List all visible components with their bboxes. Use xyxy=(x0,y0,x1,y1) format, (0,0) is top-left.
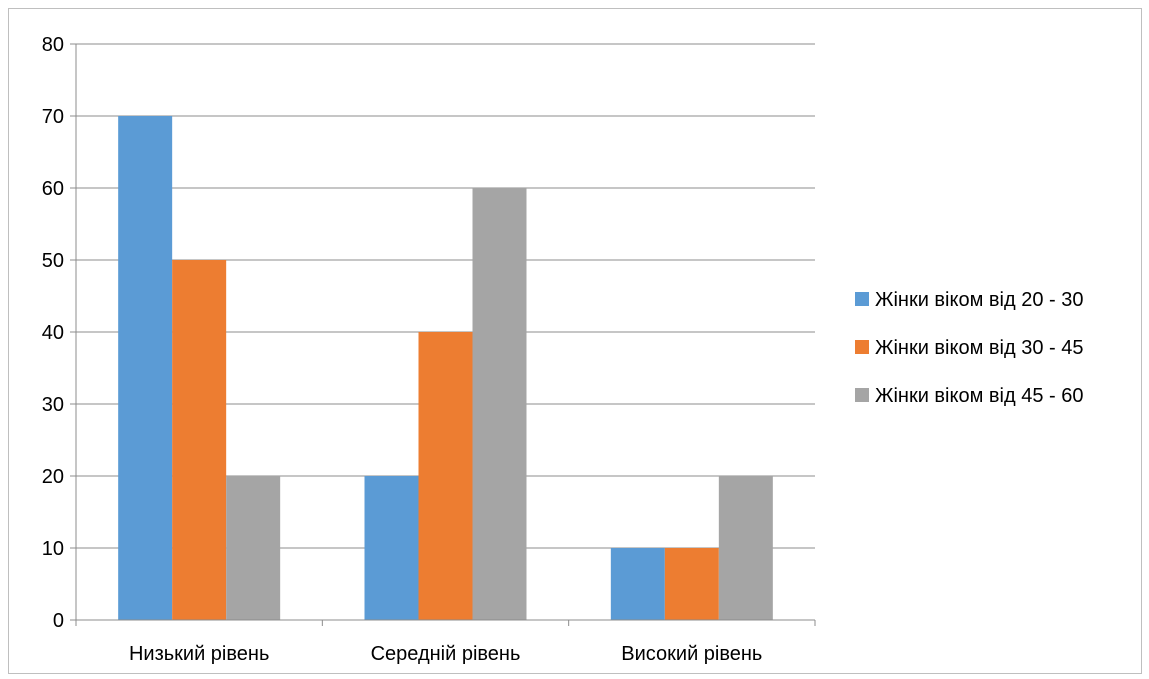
y-tick-label: 30 xyxy=(42,394,64,416)
y-axis-tick-labels: 0 10 20 30 40 50 60 70 80 xyxy=(42,34,64,632)
y-tick-label: 60 xyxy=(42,178,64,200)
bar-2-1 xyxy=(172,260,227,620)
y-tick-label: 20 xyxy=(42,466,64,488)
legend-swatch xyxy=(855,340,869,354)
y-tick-label: 50 xyxy=(42,250,64,272)
x-axis-category-labels: Низький рівень Середній рівень Високий рів… xyxy=(129,643,762,665)
x-category-label: Високий рівень xyxy=(621,643,762,665)
chart-frame: 0 10 20 30 40 50 60 70 80 Низький рівень Середній… xyxy=(8,8,1142,674)
y-tick-label: 40 xyxy=(42,322,64,344)
y-tick-label: 80 xyxy=(42,34,64,56)
bar-2-2 xyxy=(418,332,473,620)
bar-3-1 xyxy=(226,476,281,620)
bar-2-3 xyxy=(664,548,719,620)
bar-1-3 xyxy=(610,548,665,620)
y-tick-label: 10 xyxy=(42,538,64,560)
axes xyxy=(70,43,816,626)
bars xyxy=(118,116,773,620)
legend-swatch xyxy=(855,292,869,306)
y-tick-label: 70 xyxy=(42,106,64,128)
y-tick-label: 0 xyxy=(53,610,64,632)
legend-label: Жінки віком від 20 - 30 xyxy=(875,289,1083,311)
x-category-label: Середній рівень xyxy=(371,643,521,665)
legend-swatch xyxy=(855,388,869,402)
bar-chart: 0 10 20 30 40 50 60 70 80 Низький рівень Середній… xyxy=(42,34,1084,665)
legend: Жінки віком від 20 - 30 Жінки віком від 3… xyxy=(855,289,1083,407)
bar-1-2 xyxy=(364,476,419,620)
bar-3-3 xyxy=(718,476,773,620)
x-category-label: Низький рівень xyxy=(129,643,269,665)
legend-label: Жінки віком від 30 - 45 xyxy=(875,337,1083,359)
legend-label: Жінки віком від 45 - 60 xyxy=(875,385,1083,407)
bar-3-2 xyxy=(472,188,527,620)
bar-1-1 xyxy=(118,116,173,620)
